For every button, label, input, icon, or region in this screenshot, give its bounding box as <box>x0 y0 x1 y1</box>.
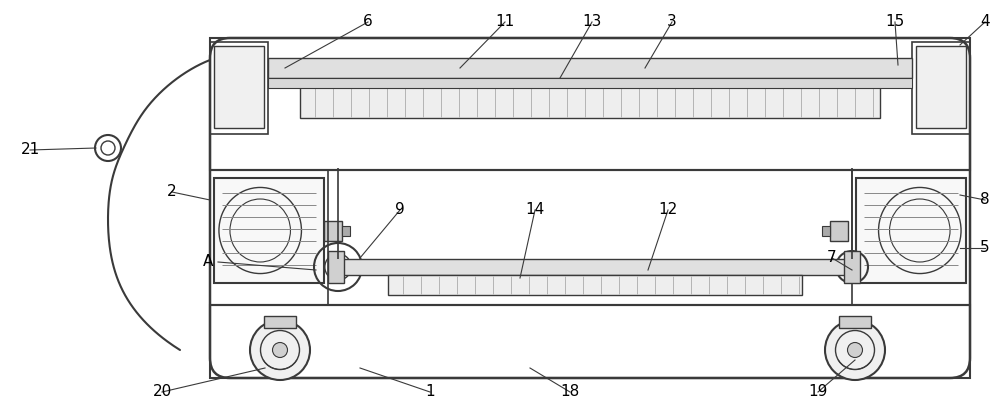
Circle shape <box>272 342 288 357</box>
Text: 6: 6 <box>363 14 373 29</box>
Text: 13: 13 <box>582 14 602 29</box>
Bar <box>324 220 342 240</box>
Bar <box>388 275 802 295</box>
Bar <box>916 46 966 128</box>
Circle shape <box>849 264 855 270</box>
Text: 2: 2 <box>167 184 177 200</box>
Bar <box>844 251 860 283</box>
Text: 9: 9 <box>395 202 405 218</box>
Circle shape <box>825 320 885 380</box>
Text: A: A <box>203 254 213 270</box>
Circle shape <box>334 263 342 271</box>
Bar <box>268 58 912 78</box>
Bar <box>328 251 344 283</box>
Bar <box>822 225 830 236</box>
Text: 15: 15 <box>885 14 905 29</box>
Bar <box>830 220 848 240</box>
Text: 19: 19 <box>808 384 828 400</box>
Bar <box>342 225 350 236</box>
Bar <box>839 316 871 328</box>
Text: 7: 7 <box>827 250 837 265</box>
Text: 11: 11 <box>495 14 515 29</box>
Bar <box>210 38 970 170</box>
Bar <box>214 46 264 128</box>
Bar <box>300 86 880 118</box>
Bar <box>268 78 912 88</box>
Circle shape <box>848 342 862 357</box>
Bar <box>214 178 324 283</box>
Text: 12: 12 <box>658 202 678 218</box>
Bar <box>264 316 296 328</box>
Text: 8: 8 <box>980 193 990 207</box>
Text: 18: 18 <box>560 384 580 400</box>
Bar <box>338 259 852 275</box>
Text: 14: 14 <box>525 202 545 218</box>
Text: 4: 4 <box>980 14 990 29</box>
Bar <box>210 42 268 134</box>
Bar <box>210 305 970 378</box>
Text: 21: 21 <box>20 142 40 157</box>
Bar <box>856 178 966 283</box>
Text: 3: 3 <box>667 14 677 29</box>
Text: 5: 5 <box>980 240 990 256</box>
Text: 1: 1 <box>425 384 435 400</box>
Circle shape <box>250 320 310 380</box>
Bar <box>912 42 970 134</box>
Text: 20: 20 <box>152 384 172 400</box>
